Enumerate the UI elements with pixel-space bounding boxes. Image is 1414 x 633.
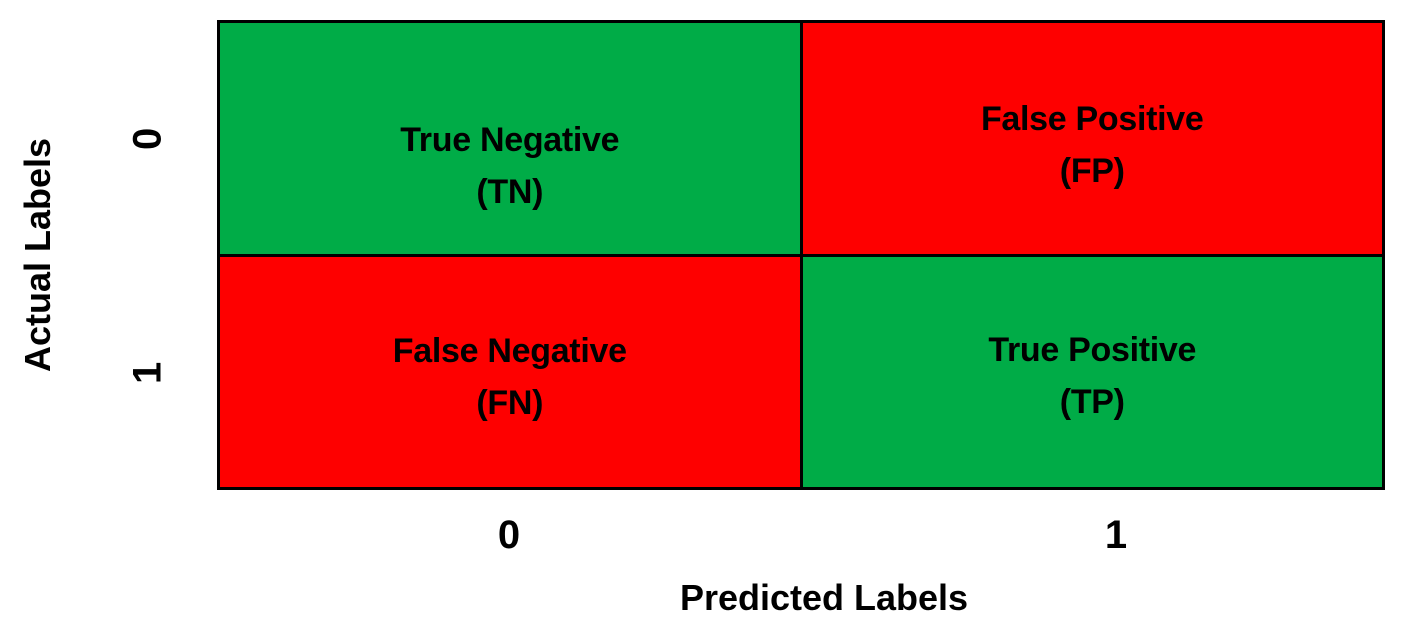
confusion-matrix-grid: True Negative (TN) False Positive (FP) F…	[217, 20, 1385, 490]
x-axis-title: Predicted Labels	[679, 577, 969, 618]
cell-false-positive: False Positive (FP)	[802, 23, 1382, 254]
cell-false-negative-label: False Negative	[392, 332, 627, 371]
cell-true-negative: True Negative (TN)	[220, 23, 800, 254]
y-axis-tick-1: 1	[125, 361, 170, 384]
cell-true-positive-label: True Positive	[988, 331, 1197, 370]
cell-false-positive-abbr: (FP)	[1059, 152, 1125, 191]
y-axis-title: Actual Labels	[17, 137, 58, 373]
cell-true-negative-abbr: (TN)	[476, 173, 544, 212]
cell-false-positive-label: False Positive	[980, 100, 1204, 139]
cell-true-positive-abbr: (TP)	[1059, 383, 1125, 422]
cell-false-negative-abbr: (FN)	[476, 384, 544, 423]
cell-true-positive: True Positive (TP)	[802, 256, 1382, 487]
x-axis-tick-0: 0	[497, 513, 521, 557]
x-axis-tick-1: 1	[1104, 513, 1128, 557]
y-axis-tick-0: 0	[125, 127, 170, 151]
cell-true-negative-label: True Negative	[400, 121, 620, 160]
cell-false-negative: False Negative (FN)	[220, 256, 800, 487]
